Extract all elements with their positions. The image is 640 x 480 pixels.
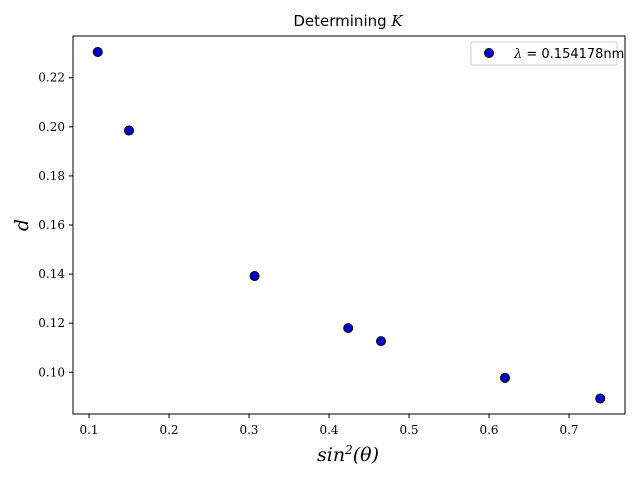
data-point	[124, 125, 134, 136]
data-point	[500, 372, 510, 383]
y-tick-label: 0.16	[38, 218, 65, 232]
data-point	[249, 271, 260, 282]
y-axis-label: d	[11, 219, 33, 231]
x-tick-label: 0.6	[479, 423, 498, 437]
x-axis-label: sin2(θ)	[317, 443, 379, 466]
x-tick-label: 0.4	[319, 423, 338, 437]
data-point	[376, 336, 386, 347]
y-tick-label: 0.22	[38, 71, 65, 85]
x-tick-label: 0.5	[399, 423, 418, 437]
y-tick-label: 0.10	[38, 365, 65, 379]
x-tick-label: 0.1	[79, 423, 98, 437]
y-tick-label: 0.18	[38, 169, 65, 183]
chart-title: Determining K	[293, 12, 403, 30]
legend-box	[470, 41, 618, 66]
x-tick-label: 0.3	[239, 423, 258, 437]
y-tick-label: 0.14	[38, 267, 65, 281]
data-points	[92, 46, 606, 404]
y-axis: 0.10 0.12 0.14 0.16 0.18 0.20 0.22	[38, 71, 73, 379]
x-tick-label: 0.7	[559, 423, 578, 437]
y-tick-label: 0.12	[38, 316, 65, 330]
x-axis: 0.1 0.2 0.3 0.4 0.5 0.6 0.7	[79, 414, 579, 437]
data-point	[92, 46, 103, 57]
legend-label: λ = 0.154178nm	[513, 47, 624, 62]
legend-marker	[484, 48, 494, 58]
data-point	[595, 393, 606, 404]
legend: λ = 0.154178nm	[470, 41, 624, 66]
x-tick-label: 0.2	[159, 423, 178, 437]
y-tick-label: 0.20	[38, 120, 65, 134]
plot-area	[72, 35, 626, 415]
data-point	[343, 323, 354, 334]
